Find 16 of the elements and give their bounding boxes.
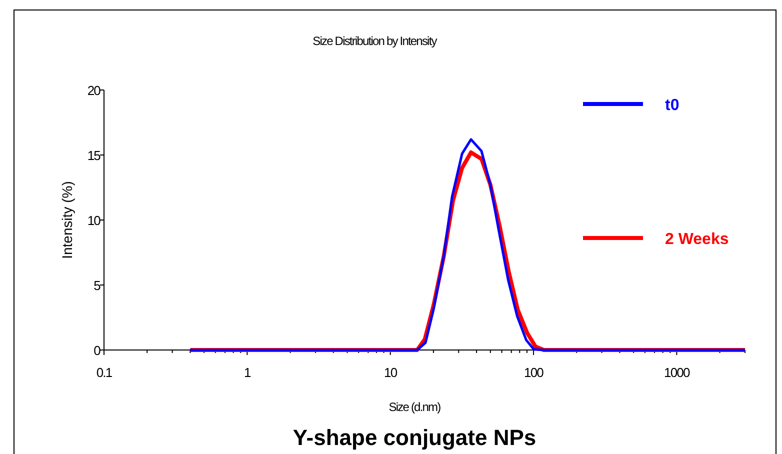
- x-tick-label: 100: [524, 365, 544, 380]
- y-tick-label: 5: [94, 278, 101, 293]
- x-tick-label: 0.1: [96, 365, 112, 380]
- y-tick-label: 0: [94, 343, 101, 358]
- y-tick-label: 20: [87, 83, 101, 98]
- text: Y-shape conjugate NPs: [292, 425, 536, 450]
- legend-label: 2 Weeks: [665, 231, 729, 248]
- x-tick-label: 10: [384, 365, 398, 380]
- legend-label: t0: [665, 97, 680, 114]
- x-tick-label: 1000: [664, 365, 690, 380]
- y-axis-title: Intensity (%): [59, 181, 75, 259]
- chart-title: Size Distribution by Intensity: [312, 34, 438, 48]
- y-tick-label: 10: [87, 213, 101, 228]
- x-axis-title: Size (d.nm): [388, 400, 442, 414]
- x-tick-label: 1: [244, 365, 251, 380]
- y-tick-label: 15: [87, 148, 101, 163]
